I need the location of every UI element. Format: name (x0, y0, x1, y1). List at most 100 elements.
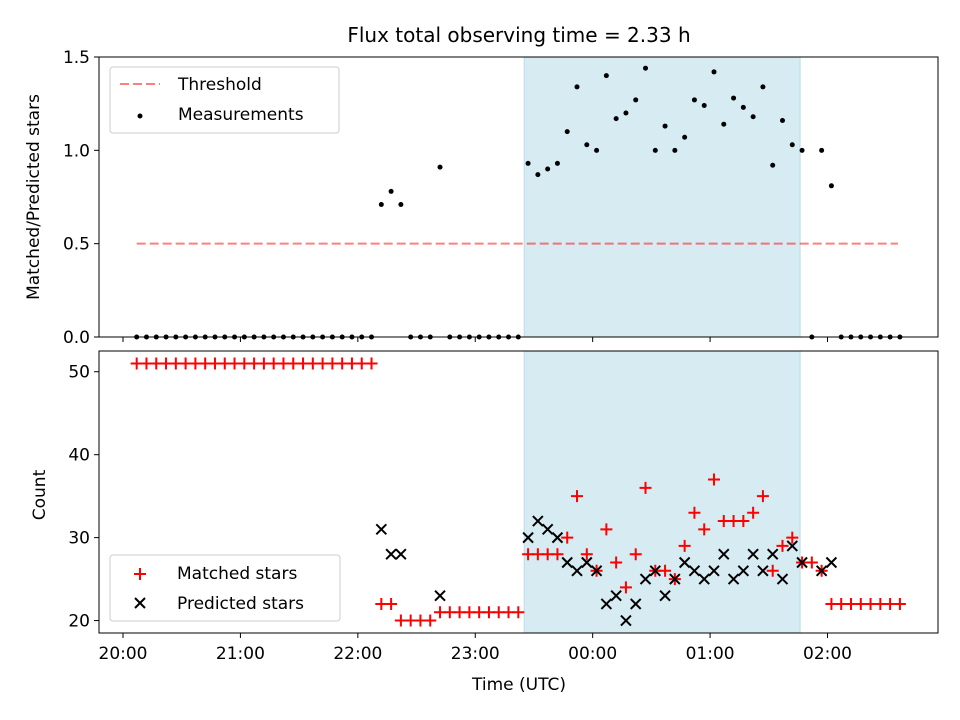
matched-star-point (805, 556, 818, 569)
predicted-star-point (698, 573, 710, 585)
predicted-star-point (766, 548, 779, 560)
bottom-y-axis-label: Count (30, 469, 50, 520)
measurement-point (437, 164, 443, 170)
predicted-star-point (825, 556, 838, 569)
legend-predicted-label: Predicted stars (177, 594, 304, 614)
x-tick-label: 01:00 (686, 644, 735, 664)
predicted-star-point (678, 556, 691, 569)
predicted-star-point (776, 573, 789, 585)
measurement-point (652, 147, 658, 153)
bottom-y-tick-label: 30 (68, 529, 90, 549)
measurement-point (603, 73, 609, 79)
predicted-star-point (590, 565, 603, 577)
predicted-star-point (688, 565, 701, 577)
predicted-star-point (718, 548, 730, 560)
x-tick-label: 02:00 (803, 644, 852, 664)
matched-star-point (385, 597, 398, 610)
measurement-point (525, 160, 531, 166)
measurement-point (672, 147, 678, 153)
predicted-star-point (708, 565, 720, 577)
predicted-star-point (669, 573, 681, 585)
predicted-star-point (815, 565, 828, 577)
bottom-y-tick-label: 40 (68, 446, 90, 466)
matched-star-point (893, 597, 906, 610)
matched-star-point (580, 548, 593, 561)
measurement-point (633, 97, 639, 103)
matched-star-point (571, 490, 584, 503)
matched-star-point (639, 481, 652, 494)
measurement-point (388, 188, 394, 194)
matched-star-point (737, 515, 750, 528)
predicted-star-point (796, 556, 808, 569)
matched-star-point (600, 523, 613, 536)
predicted-star-point (541, 523, 554, 536)
predicted-star-point (375, 523, 388, 536)
predicted-star-point (434, 589, 446, 602)
measurement-point (828, 183, 834, 189)
matched-star-point (698, 523, 711, 536)
top-legend: Threshold Measurements (109, 66, 340, 134)
measurement-point (594, 147, 600, 153)
predicted-star-point (561, 556, 573, 569)
measurement-point (535, 172, 541, 178)
x-axis-label: Time (UTC) (471, 675, 566, 695)
predicted-star-point (649, 565, 661, 577)
matched-star-point (629, 548, 642, 561)
top-legend-box (109, 66, 340, 134)
top-y-tick-label: 0.5 (63, 235, 90, 255)
matched-star-point (424, 614, 437, 627)
measurement-point (574, 84, 580, 90)
chart-title: Flux total observing time = 2.33 h (347, 23, 690, 47)
predicted-star-point (600, 598, 613, 610)
measurement-point (662, 123, 668, 129)
top-observing-window (523, 56, 801, 338)
measurement-point (701, 103, 707, 109)
matched-star-point (365, 357, 378, 370)
measurement-point (760, 84, 766, 90)
predicted-star-point (737, 565, 750, 577)
predicted-star-point (727, 573, 740, 585)
measurement-point (721, 121, 727, 127)
matched-star-point (551, 548, 564, 561)
matched-star-point (747, 506, 760, 519)
measurement-point (584, 142, 590, 148)
predicted-star-point (630, 598, 642, 610)
x-tick-label: 23:00 (451, 644, 500, 664)
x-tick-label: 22:00 (333, 644, 382, 664)
measurement-point (691, 97, 697, 103)
predicted-star-point (639, 573, 652, 585)
predicted-star-point (551, 531, 564, 544)
measurement-point (545, 166, 551, 172)
matched-star-point (561, 531, 574, 544)
top-axes-frame (98, 56, 939, 338)
matched-star-point (659, 564, 672, 577)
predicted-star-point (620, 614, 632, 627)
legend-predicted-marker (134, 597, 146, 609)
x-tick-label: 00:00 (568, 644, 617, 664)
predicted-star-point (395, 548, 407, 560)
measurement-point (799, 147, 805, 153)
predicted-star-point (757, 565, 769, 577)
matched-star-point (766, 564, 779, 577)
measurement-point (789, 142, 795, 148)
matched-star-point (786, 531, 799, 544)
measurement-point (779, 117, 785, 123)
matched-star-point (512, 606, 525, 619)
matched-star-point (688, 506, 701, 519)
bottom-y-tick-label: 50 (68, 363, 90, 383)
matched-star-point (619, 581, 632, 594)
measurement-point (643, 65, 649, 71)
x-tick-label: 20:00 (99, 644, 148, 664)
measurement-point (398, 201, 404, 207)
matched-star-point (707, 473, 720, 486)
bottom-legend: Matched stars Predicted stars (109, 554, 341, 622)
measurement-point (623, 110, 629, 116)
bottom-legend-box (109, 554, 341, 622)
matched-star-point (610, 556, 623, 569)
matched-star-point (756, 490, 769, 503)
measurement-point (731, 95, 737, 101)
predicted-star-point (385, 548, 397, 560)
bottom-panel: 20 30 40 50 20:00 21:00 22:00 23:00 00:00 01:00 02… (68, 350, 939, 664)
measurement-point (564, 129, 570, 135)
